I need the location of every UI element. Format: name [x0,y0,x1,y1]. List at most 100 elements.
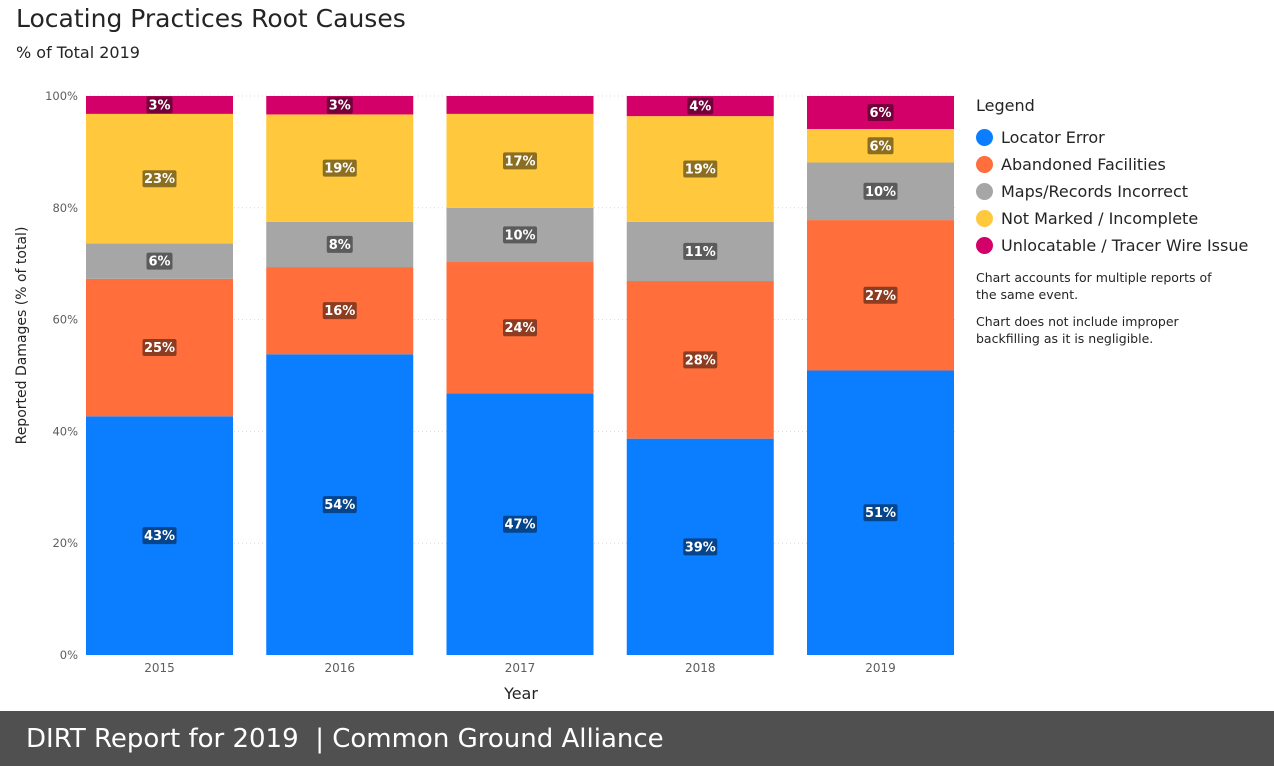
data-label: 47% [504,518,535,533]
y-tick-label: 0% [60,648,78,662]
y-tick-label: 60% [52,313,78,327]
legend: Legend Locator Error Abandoned Facilities… [976,96,1272,347]
y-tick-label: 40% [52,424,78,438]
data-label: 43% [144,529,175,544]
legend-swatch-icon [976,210,993,227]
chart-title: Locating Practices Root Causes [16,4,406,33]
legend-item: Maps/Records Incorrect [976,178,1272,205]
data-label: 19% [324,162,355,177]
legend-label: Maps/Records Incorrect [1001,182,1189,201]
data-label: 19% [685,162,716,177]
bar-segment [266,354,414,655]
stacked-bar-chart: 0% 20% 40% 60% 80% 100% 43% 25% 6% 23% 3% 2015 54% 16… [14,89,955,703]
bar-segment [86,243,233,279]
data-label: 8% [329,238,351,253]
data-label: 25% [144,341,175,356]
data-label: 6% [869,139,891,154]
data-label: 10% [865,185,896,200]
data-label-background [142,339,177,357]
bar-segment [86,416,233,655]
data-label: 4% [689,100,711,115]
legend-swatch-icon [976,129,993,146]
data-label: 3% [329,99,351,114]
data-label-background [503,319,537,337]
data-label-background [683,242,718,260]
data-label: 51% [865,506,896,521]
bar-segment [807,128,954,163]
data-label-background [503,515,537,533]
bar-segment [446,393,594,655]
x-tick-label: 2018 [685,661,716,675]
data-label-background [687,97,714,115]
data-label-background [322,159,357,177]
legend-item: Abandoned Facilities [976,151,1272,178]
bar-segment [266,96,414,115]
bar-segment [626,96,774,117]
y-tick-label: 100% [45,89,78,103]
bar-segment [446,96,594,114]
legend-label: Locator Error [1001,128,1105,147]
footer-report-title: DIRT Report for 2019 [26,723,299,754]
legend-label: Not Marked / Incomplete [1001,209,1199,228]
footer-separator: | [315,723,324,754]
bar-segment [446,207,594,263]
legend-note-multiple-reports: Chart accounts for multiple reports of t… [976,270,1212,302]
data-label: 10% [504,228,535,243]
bar-segment [266,114,414,222]
y-axis-title: Reported Damages (% of total) [14,227,30,445]
legend-item: Locator Error [976,124,1272,151]
legend-swatch-icon [976,183,993,200]
data-label: 28% [685,353,716,368]
data-label-background [867,137,894,155]
bar-segment [807,370,954,655]
legend-item: Unlocatable / Tracer Wire Issue [976,232,1272,259]
data-label-background [322,496,357,514]
bar-segment [626,438,774,655]
bar-segment [86,113,233,244]
legend-item: Not Marked / Incomplete [976,205,1272,232]
x-tick-label: 2019 [865,661,896,675]
bar-segment [626,116,774,222]
legend-note-backfilling: Chart does not include improper backfill… [976,314,1179,346]
x-axis-title: Year [503,684,538,703]
bar-segment [626,221,774,282]
bar-segment [807,162,954,221]
bar-segment [626,281,774,439]
x-tick-label: 2015 [144,661,175,675]
bar-segment [807,96,954,129]
data-label: 23% [144,172,175,187]
data-label-background [863,504,898,522]
bar-segment [266,221,414,268]
bar-segment [446,113,594,208]
chart-subtitle: % of Total 2019 [16,43,140,62]
data-label: 17% [504,154,535,169]
data-label-background [326,96,353,114]
legend-title: Legend [976,96,1035,115]
bar-segment [807,220,954,371]
bar-segment [266,267,414,355]
data-label-background [146,96,173,114]
data-label: 16% [324,304,355,319]
legend-label: Unlocatable / Tracer Wire Issue [1001,236,1249,255]
y-tick-label: 80% [52,201,78,215]
data-label-background [142,527,177,545]
data-label-background [503,152,537,170]
data-label: 6% [148,255,170,270]
data-label: 3% [148,98,170,113]
data-label-background [503,226,537,244]
data-label: 39% [685,540,716,555]
data-label-background [863,182,898,200]
legend-label: Abandoned Facilities [1001,155,1166,174]
bar-segment [446,262,594,394]
footer-banner: DIRT Report for 2019 | Common Ground All… [0,711,1274,766]
data-label-background [326,235,353,253]
legend-swatch-icon [976,237,993,254]
y-tick-label: 20% [52,536,78,550]
data-label-background [322,302,357,320]
legend-items: Locator Error Abandoned Facilities Maps/Re… [976,124,1272,259]
x-tick-label: 2016 [324,661,355,675]
data-label-background [867,103,894,121]
data-label-background [683,538,718,556]
data-label: 6% [869,106,891,121]
data-label: 27% [865,289,896,304]
